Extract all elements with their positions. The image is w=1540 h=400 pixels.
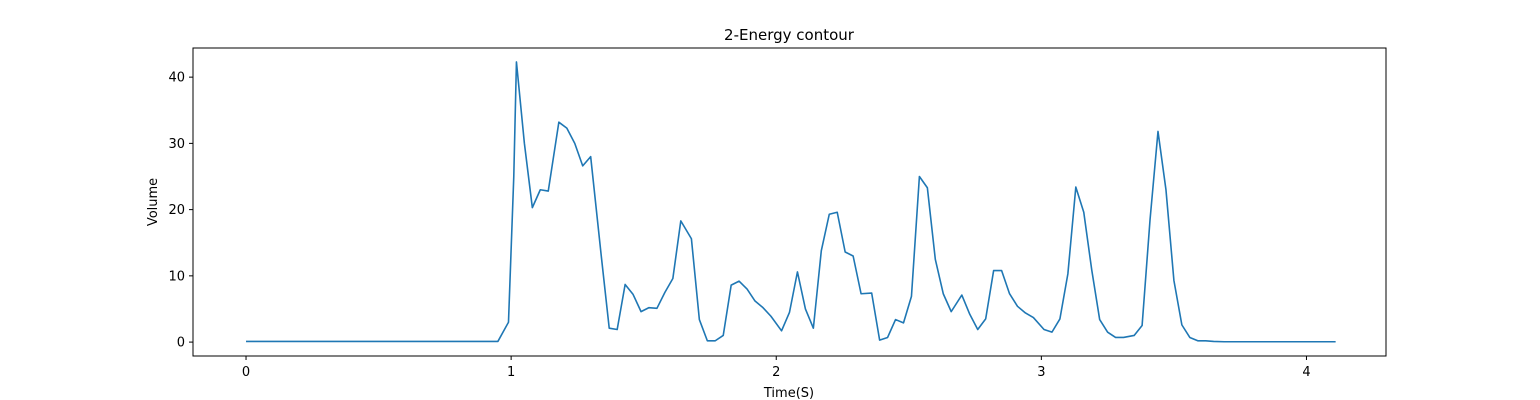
x-tick-label: 3: [1037, 365, 1045, 380]
plot-area: [246, 61, 1336, 343]
y-axis: 0 10 20 30 40: [168, 71, 193, 351]
plot-frame: [192, 47, 1387, 357]
x-tick-label: 2: [772, 365, 780, 380]
y-tick-label: 20: [168, 203, 185, 218]
y-tick-label: 30: [168, 137, 185, 152]
x-tick-label: 1: [507, 365, 515, 380]
chart-title: 2-Energy contour: [724, 26, 855, 44]
x-tick-label: 0: [242, 365, 250, 380]
x-axis-label: Time(S): [763, 386, 814, 400]
y-tick-label: 0: [177, 336, 185, 351]
y-tick-label: 10: [168, 269, 185, 284]
x-tick-label: 4: [1302, 365, 1310, 380]
series-line-0: [246, 61, 1336, 343]
y-tick-label: 40: [168, 71, 185, 86]
y-axis-label: Volume: [146, 178, 161, 226]
x-axis: 0 1 2 3 4: [242, 356, 1311, 380]
